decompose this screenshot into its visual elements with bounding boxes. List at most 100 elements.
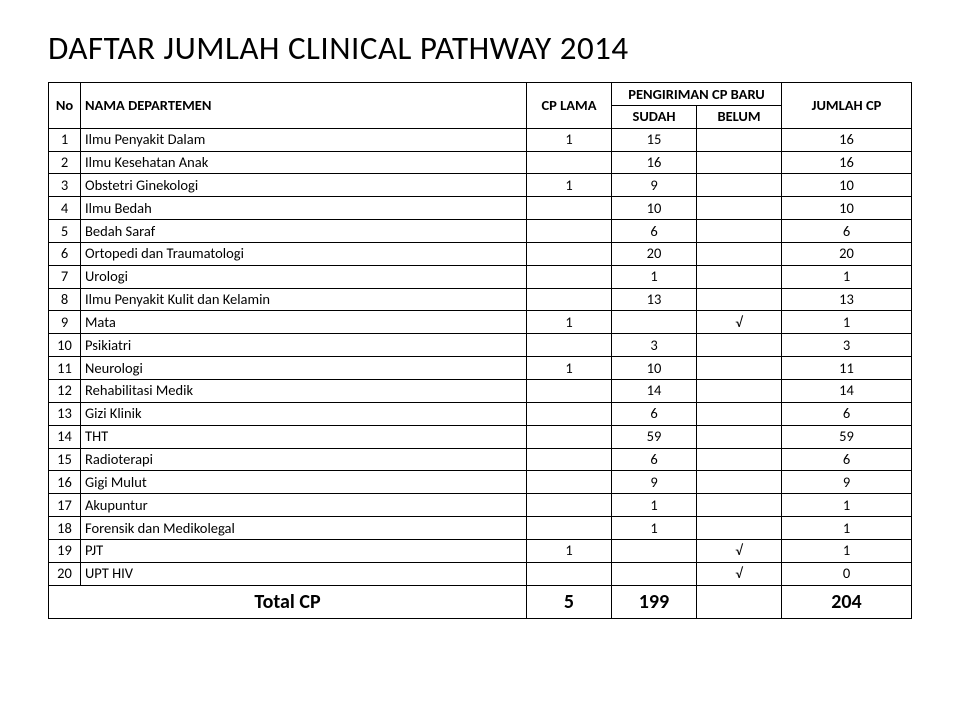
- cell-belum: [697, 334, 782, 357]
- page-title: DAFTAR JUMLAH CLINICAL PATHWAY 2014: [48, 28, 912, 68]
- cell-dept: Radioterapi: [81, 448, 527, 471]
- cell-jml: 9: [782, 471, 912, 494]
- table-row: 6Ortopedi dan Traumatologi2020: [49, 242, 912, 265]
- cell-no: 3: [49, 174, 81, 197]
- table-row: 14THT5959: [49, 425, 912, 448]
- cell-no: 17: [49, 494, 81, 517]
- cell-dept: Bedah Saraf: [81, 220, 527, 243]
- cell-no: 6: [49, 242, 81, 265]
- header-sudah: SUDAH: [612, 105, 697, 128]
- cell-no: 13: [49, 402, 81, 425]
- cell-lama: [527, 562, 612, 585]
- cell-dept: Ilmu Penyakit Kulit dan Kelamin: [81, 288, 527, 311]
- cell-lama: 1: [527, 539, 612, 562]
- cell-belum: [697, 242, 782, 265]
- cell-no: 16: [49, 471, 81, 494]
- cell-jml: 1: [782, 539, 912, 562]
- cell-belum: [697, 128, 782, 151]
- cell-sudah: 10: [612, 357, 697, 380]
- cp-table: No NAMA DEPARTEMEN CP LAMA PENGIRIMAN CP…: [48, 82, 912, 619]
- cell-lama: [527, 334, 612, 357]
- cell-no: 9: [49, 311, 81, 334]
- cell-dept: Ortopedi dan Traumatologi: [81, 242, 527, 265]
- cell-belum: [697, 425, 782, 448]
- cell-sudah: 9: [612, 471, 697, 494]
- cell-jml: 6: [782, 402, 912, 425]
- cell-no: 11: [49, 357, 81, 380]
- table-row-total: Total CP5199204: [49, 585, 912, 618]
- header-belum: BELUM: [697, 105, 782, 128]
- cell-lama: [527, 197, 612, 220]
- cell-dept: Forensik dan Medikolegal: [81, 517, 527, 540]
- table-row: 11Neurologi11011: [49, 357, 912, 380]
- cell-lama: [527, 220, 612, 243]
- table-row: 10Psikiatri33: [49, 334, 912, 357]
- header-pengiriman: PENGIRIMAN CP BARU: [612, 83, 782, 106]
- cell-lama: [527, 288, 612, 311]
- cell-dept: Obstetri Ginekologi: [81, 174, 527, 197]
- cell-dept: Urologi: [81, 265, 527, 288]
- cell-belum: [697, 265, 782, 288]
- total-lama: 5: [527, 585, 612, 618]
- total-jml: 204: [782, 585, 912, 618]
- cell-no: 20: [49, 562, 81, 585]
- cell-dept: Akupuntur: [81, 494, 527, 517]
- cell-belum: [697, 174, 782, 197]
- cell-jml: 6: [782, 220, 912, 243]
- cell-no: 1: [49, 128, 81, 151]
- table-row: 16Gigi Mulut99: [49, 471, 912, 494]
- cell-lama: [527, 517, 612, 540]
- cell-jml: 14: [782, 379, 912, 402]
- cell-dept: Ilmu Penyakit Dalam: [81, 128, 527, 151]
- header-jumlah: JUMLAH CP: [782, 83, 912, 129]
- cell-dept: Psikiatri: [81, 334, 527, 357]
- table-row: 18Forensik dan Medikolegal 1 1: [49, 517, 912, 540]
- cell-sudah: 14: [612, 379, 697, 402]
- cell-belum: √: [697, 311, 782, 334]
- table-row: 15Radioterapi66: [49, 448, 912, 471]
- cell-lama: [527, 425, 612, 448]
- cell-sudah: 16: [612, 151, 697, 174]
- cell-jml: 3: [782, 334, 912, 357]
- cell-dept: Neurologi: [81, 357, 527, 380]
- cell-no: 4: [49, 197, 81, 220]
- table-row: 17Akupuntur11: [49, 494, 912, 517]
- table-row: 2Ilmu Kesehatan Anak1616: [49, 151, 912, 174]
- cell-sudah: 1: [612, 265, 697, 288]
- total-label: Total CP: [49, 585, 527, 618]
- cell-sudah: 59: [612, 425, 697, 448]
- cell-belum: [697, 151, 782, 174]
- cell-no: 19: [49, 539, 81, 562]
- cell-sudah: 10: [612, 197, 697, 220]
- table-row: 7Urologi11: [49, 265, 912, 288]
- cell-jml: 1: [782, 517, 912, 540]
- cell-jml: 13: [782, 288, 912, 311]
- cell-no: 12: [49, 379, 81, 402]
- cell-belum: [697, 220, 782, 243]
- cell-sudah: 1: [612, 517, 697, 540]
- cell-no: 14: [49, 425, 81, 448]
- cell-belum: √: [697, 539, 782, 562]
- cell-sudah: 6: [612, 448, 697, 471]
- cell-sudah: 9: [612, 174, 697, 197]
- cell-no: 18: [49, 517, 81, 540]
- cell-belum: [697, 288, 782, 311]
- cell-jml: 11: [782, 357, 912, 380]
- cell-jml: 6: [782, 448, 912, 471]
- cell-dept: UPT HIV: [81, 562, 527, 585]
- cell-lama: 1: [527, 357, 612, 380]
- cell-sudah: [612, 539, 697, 562]
- cell-belum: [697, 494, 782, 517]
- cell-jml: 0: [782, 562, 912, 585]
- cell-lama: 1: [527, 311, 612, 334]
- cell-lama: [527, 402, 612, 425]
- header-no: No: [49, 83, 81, 129]
- cell-sudah: 13: [612, 288, 697, 311]
- cell-jml: 1: [782, 311, 912, 334]
- cell-belum: [697, 471, 782, 494]
- table-row: 12Rehabilitasi Medik 14 14: [49, 379, 912, 402]
- cell-dept: Rehabilitasi Medik: [81, 379, 527, 402]
- cell-jml: 16: [782, 151, 912, 174]
- cell-sudah: 1: [612, 494, 697, 517]
- cell-lama: [527, 379, 612, 402]
